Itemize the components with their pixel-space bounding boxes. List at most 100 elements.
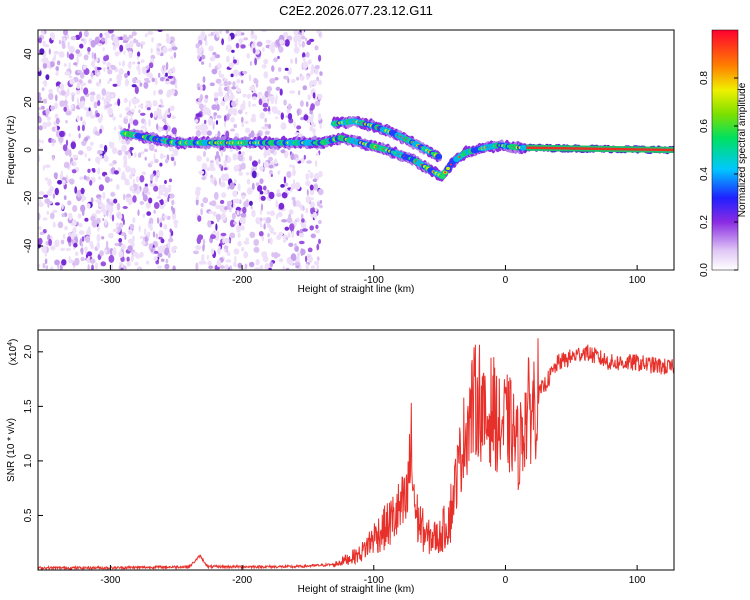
noise-speckle xyxy=(301,30,305,36)
main-track-band-center xyxy=(622,148,624,151)
noise-speckle xyxy=(293,121,296,128)
noise-speckle xyxy=(94,36,100,45)
noise-speckle xyxy=(251,170,257,179)
noise-speckle xyxy=(106,209,109,217)
noise-speckle xyxy=(127,62,132,69)
y-tick-label: 1.5 xyxy=(23,399,34,413)
noise-speckle xyxy=(235,98,239,106)
colorbar-tick-label: 0.4 xyxy=(699,167,710,181)
noise-speckle xyxy=(140,235,144,240)
noise-speckle xyxy=(116,202,121,211)
noise-speckle xyxy=(225,44,232,52)
noise-speckle xyxy=(97,100,101,107)
noise-speckle xyxy=(318,188,324,196)
noise-speckle xyxy=(77,125,81,132)
colorbar-gradient xyxy=(711,29,739,271)
noise-speckle xyxy=(260,195,266,201)
noise-speckle xyxy=(314,229,321,234)
main-track-band-center xyxy=(561,147,564,150)
main-track-band-center xyxy=(627,148,629,151)
noise-speckle xyxy=(38,226,42,230)
top-x-axis: -300 -200 -100 0 100 xyxy=(100,265,646,286)
noise-speckle xyxy=(128,99,131,108)
noise-speckle xyxy=(62,234,66,239)
noise-speckle xyxy=(110,192,115,197)
noise-speckle xyxy=(261,235,265,242)
noise-speckle xyxy=(154,250,159,254)
noise-speckle xyxy=(246,178,251,185)
noise-speckle xyxy=(45,74,50,80)
main-track-band-center xyxy=(575,147,577,150)
noise-speckle xyxy=(267,111,271,115)
noise-speckle xyxy=(195,196,199,200)
noise-speckle xyxy=(83,246,88,251)
noise-speckle xyxy=(298,240,305,245)
main-track-band-center xyxy=(553,146,556,150)
noise-speckle xyxy=(46,210,50,215)
noise-speckle xyxy=(226,200,233,206)
noise-speckle xyxy=(112,228,118,233)
noise-speckle xyxy=(301,40,305,48)
noise-speckle xyxy=(168,47,173,52)
noise-speckle xyxy=(294,42,298,48)
noise-speckle xyxy=(257,185,263,192)
noise-speckle xyxy=(60,239,65,245)
noise-speckle xyxy=(221,192,227,198)
main-track-band-center xyxy=(589,147,591,150)
main-track-band-center xyxy=(540,146,542,150)
noise-speckle xyxy=(168,68,173,76)
noise-speckle xyxy=(46,116,51,121)
noise-speckle xyxy=(233,248,240,255)
noise-speckle xyxy=(109,211,112,220)
main-track-band-center xyxy=(572,147,575,150)
noise-speckle xyxy=(91,219,98,228)
noise-speckle xyxy=(174,84,178,89)
noise-speckle xyxy=(237,262,243,269)
noise-speckle xyxy=(120,139,126,145)
noise-speckle xyxy=(132,217,136,224)
noise-speckle xyxy=(38,67,41,72)
noise-speckle xyxy=(236,225,242,233)
main-track-band-center xyxy=(660,148,662,151)
noise-speckle xyxy=(210,31,214,36)
noise-speckle xyxy=(229,265,233,270)
bottom-y-label: SNR (10 * v/v) xyxy=(6,418,17,482)
noise-speckle xyxy=(170,205,174,211)
noise-speckle xyxy=(268,95,272,102)
main-track-band-center xyxy=(533,146,535,149)
noise-speckle xyxy=(121,144,127,153)
noise-speckle xyxy=(264,130,270,135)
noise-speckle xyxy=(219,199,225,205)
noise-speckle xyxy=(119,44,124,52)
noise-speckle xyxy=(251,113,256,119)
noise-speckle xyxy=(167,252,171,259)
noise-speckle xyxy=(63,195,67,201)
noise-speckle xyxy=(47,178,52,187)
main-track-band-center xyxy=(603,147,606,151)
noise-speckle xyxy=(138,267,141,270)
noise-speckle xyxy=(78,31,83,39)
noise-speckle xyxy=(223,167,228,171)
noise-speckle xyxy=(234,178,237,184)
main-track-band-center xyxy=(549,146,551,150)
noise-speckle xyxy=(42,121,48,130)
noise-speckle xyxy=(98,203,103,208)
noise-speckle xyxy=(223,80,229,87)
noise-speckle xyxy=(216,230,220,236)
main-track-band-center xyxy=(609,147,611,151)
noise-speckle xyxy=(81,124,85,132)
noise-speckle xyxy=(78,230,85,235)
noise-speckle xyxy=(290,152,295,161)
main-track-band-center xyxy=(635,148,637,151)
noise-speckle xyxy=(42,40,46,45)
noise-speckle xyxy=(296,125,302,130)
noise-speckle xyxy=(274,77,279,81)
noise-speckle xyxy=(74,251,79,256)
noise-speckle xyxy=(158,188,161,197)
main-track-band-center xyxy=(573,147,576,150)
noise-speckle xyxy=(263,223,266,230)
noise-speckle xyxy=(253,239,259,246)
main-track-band-center xyxy=(670,148,672,152)
noise-speckle xyxy=(195,129,201,137)
noise-speckle xyxy=(196,155,202,162)
